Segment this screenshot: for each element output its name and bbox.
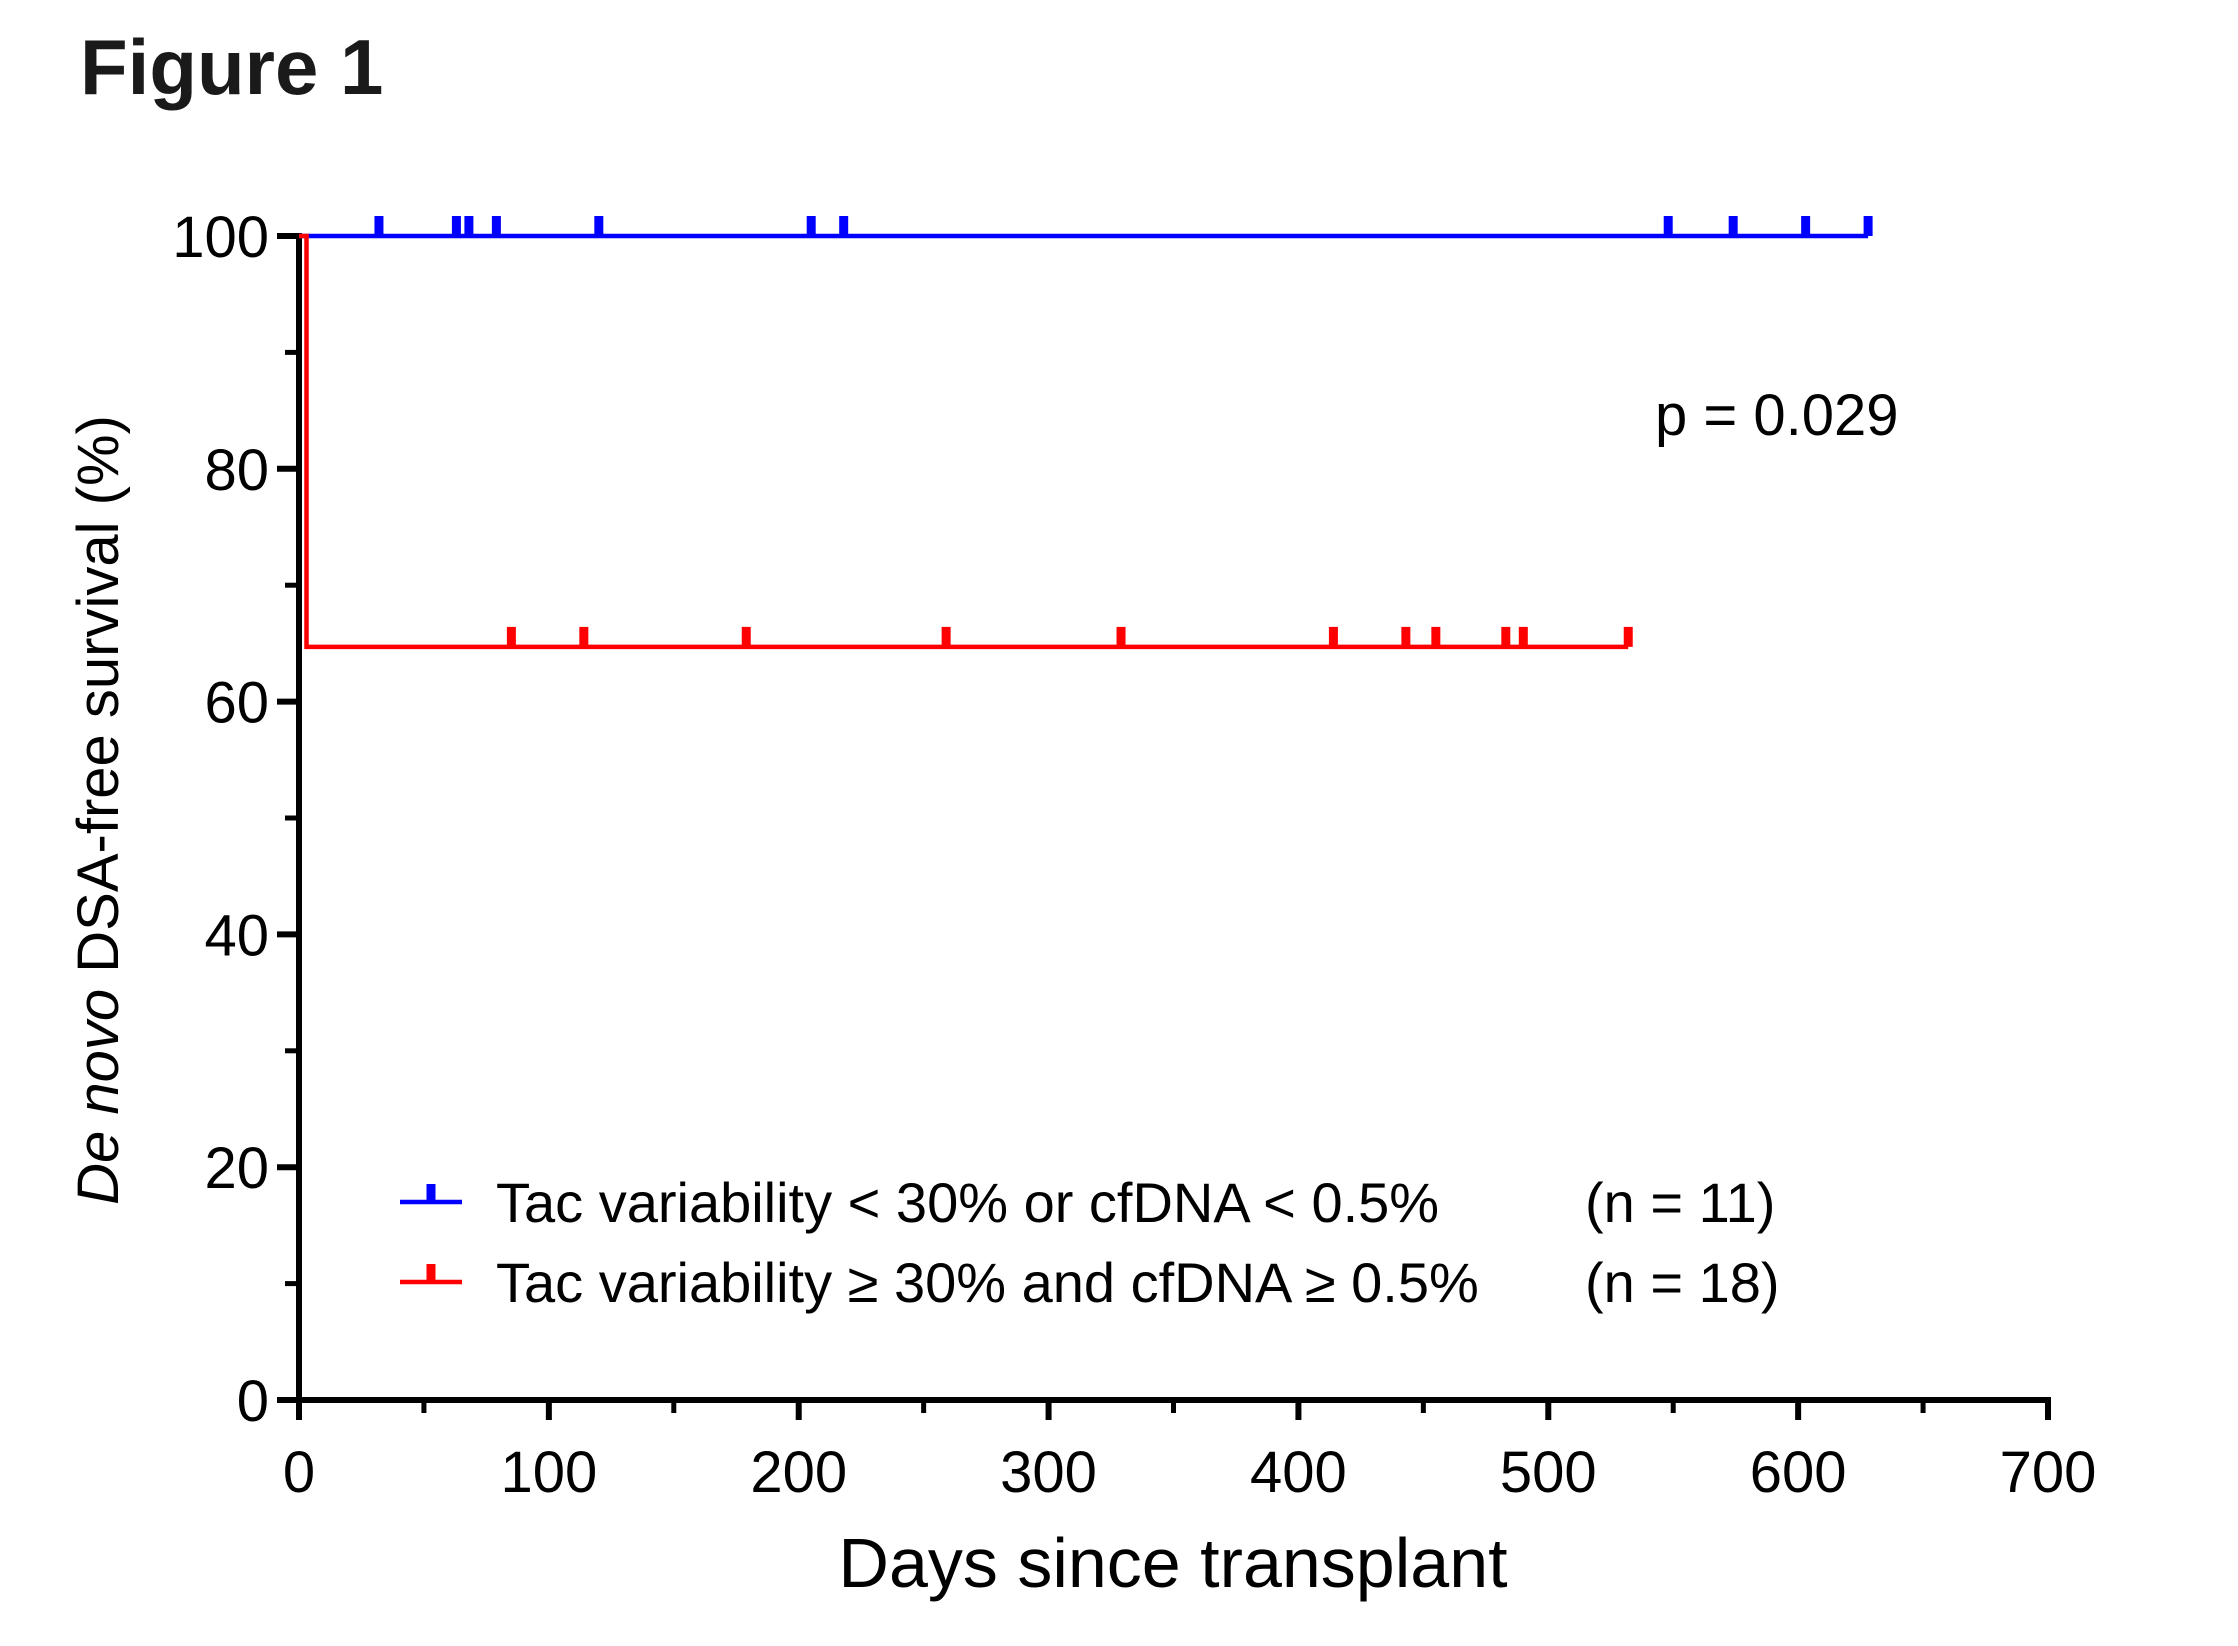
y-tick-label: 0 [237, 1369, 269, 1434]
p-value-annotation: p = 0.029 [1655, 383, 1899, 448]
y-tick-label: 80 [204, 438, 269, 503]
y-tick-label: 60 [204, 671, 269, 736]
x-tick-label: 400 [1250, 1440, 1347, 1505]
y-tick-label: 100 [172, 205, 269, 270]
x-tick-label: 0 [283, 1440, 315, 1505]
y-axis-label-italic: De novo [66, 989, 131, 1205]
legend: Tac variability < 30% or cfDNA < 0.5% (n … [400, 1171, 1780, 1314]
legend-n-1: (n = 11) [1585, 1171, 1775, 1234]
x-tick-label: 500 [1500, 1440, 1597, 1505]
x-tick-label: 600 [1750, 1440, 1847, 1505]
y-axis-label: De novo DSA-free survival (%) [66, 415, 131, 1205]
x-tick-label: 300 [1000, 1440, 1097, 1505]
series-layer [299, 216, 1873, 650]
series-line-2 [299, 233, 1629, 650]
y-tick-label: 40 [204, 903, 269, 968]
x-tick-label: 700 [2000, 1440, 2097, 1505]
legend-label-2: Tac variability ≥ 30% and cfDNA ≥ 0.5% [496, 1251, 1479, 1314]
x-tick-label: 200 [750, 1440, 847, 1505]
legend-label-1: Tac variability < 30% or cfDNA < 0.5% [496, 1171, 1439, 1234]
y-axis-label-rest: DSA-free survival (%) [66, 415, 131, 989]
legend-n-2: (n = 18) [1585, 1251, 1780, 1314]
y-tick-label: 20 [204, 1136, 269, 1201]
x-axis-label: Days since transplant [838, 1524, 1507, 1602]
x-tick-label: 100 [500, 1440, 597, 1505]
axes: 0 100 200 300 400 500 600 700 0 20 40 60 80 100 [172, 205, 2096, 1505]
figure-title: Figure 1 [80, 23, 384, 111]
